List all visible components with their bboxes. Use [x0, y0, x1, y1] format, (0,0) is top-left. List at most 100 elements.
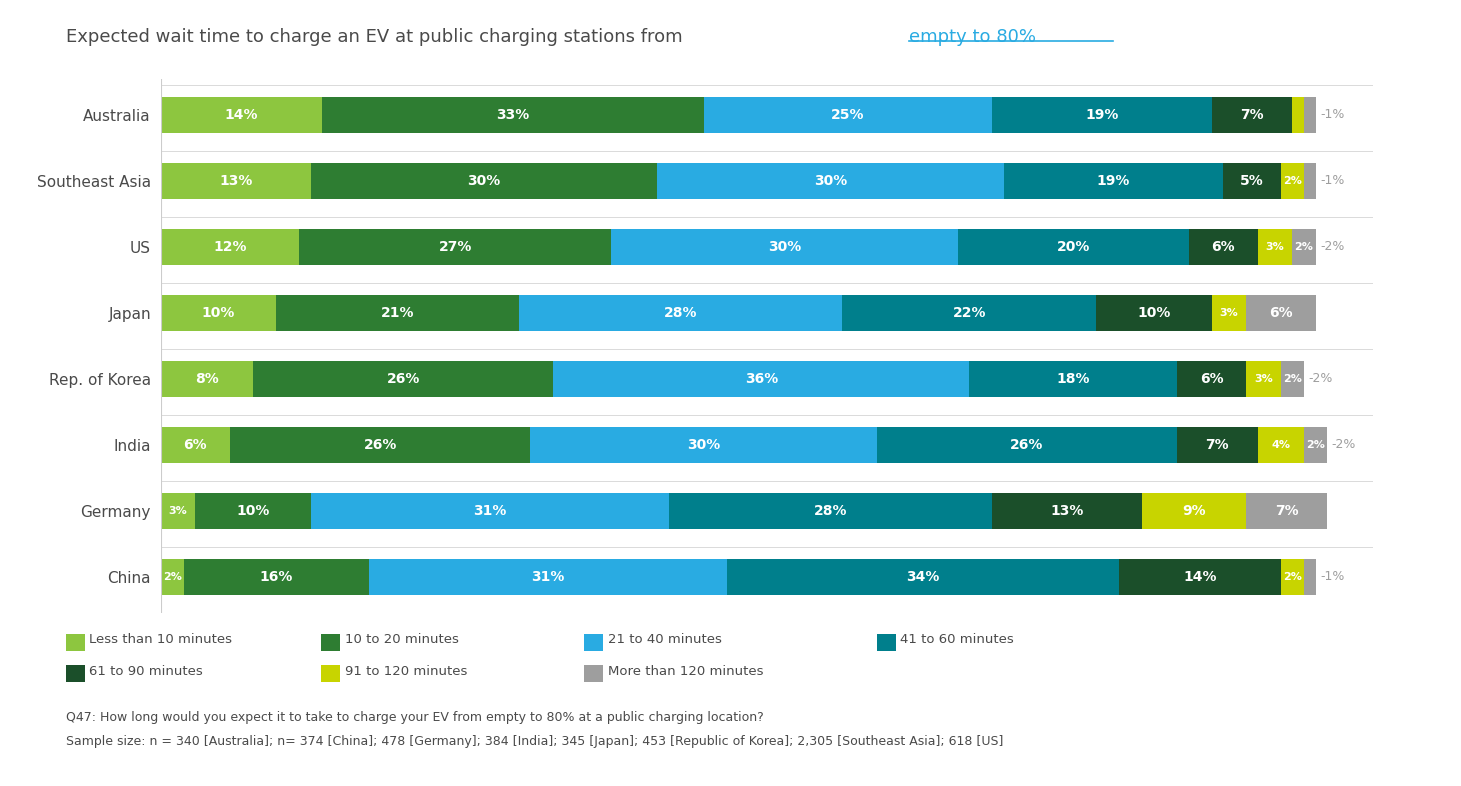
Text: 41 to 60 minutes: 41 to 60 minutes — [900, 634, 1014, 646]
Text: 28%: 28% — [663, 306, 697, 320]
Text: -2%: -2% — [1321, 241, 1344, 253]
Text: 26%: 26% — [1010, 438, 1043, 452]
Text: 33%: 33% — [497, 108, 529, 122]
Bar — [1189, 229, 1258, 265]
Text: 21 to 40 minutes: 21 to 40 minutes — [608, 634, 722, 646]
Text: Expected wait time to charge an EV at public charging stations from: Expected wait time to charge an EV at pu… — [66, 28, 694, 46]
Text: 13%: 13% — [219, 174, 253, 188]
Bar — [992, 97, 1211, 133]
Text: 20%: 20% — [1056, 240, 1090, 254]
Text: 25%: 25% — [831, 108, 865, 122]
Text: 7%: 7% — [1205, 438, 1229, 452]
Bar — [368, 559, 726, 595]
Bar — [1178, 427, 1258, 463]
Bar — [842, 295, 1096, 331]
Text: 6%: 6% — [184, 438, 207, 452]
Bar — [1258, 427, 1305, 463]
Bar — [519, 295, 842, 331]
Text: 91 to 120 minutes: 91 to 120 minutes — [345, 665, 468, 678]
Text: 7%: 7% — [1240, 108, 1264, 122]
Bar — [611, 229, 957, 265]
Text: empty to 80%: empty to 80% — [909, 28, 1036, 46]
Text: 3%: 3% — [1220, 308, 1239, 318]
Text: 30%: 30% — [767, 240, 801, 254]
Text: 22%: 22% — [953, 306, 986, 320]
Text: 28%: 28% — [814, 504, 847, 518]
Bar — [161, 559, 184, 595]
Text: 10%: 10% — [237, 504, 270, 518]
Bar — [1246, 295, 1315, 331]
Bar — [161, 493, 196, 529]
Text: 61 to 90 minutes: 61 to 90 minutes — [89, 665, 203, 678]
Bar — [196, 493, 311, 529]
Bar — [161, 427, 229, 463]
Text: 6%: 6% — [1199, 372, 1223, 386]
Text: -1%: -1% — [1321, 571, 1344, 583]
Bar — [877, 427, 1178, 463]
Text: 10%: 10% — [1137, 306, 1170, 320]
Text: 30%: 30% — [468, 174, 501, 188]
Text: -2%: -2% — [1332, 439, 1356, 451]
Bar — [1119, 559, 1281, 595]
Bar — [1281, 361, 1305, 397]
Bar — [704, 97, 992, 133]
Text: 34%: 34% — [906, 570, 939, 584]
Text: 3%: 3% — [1265, 242, 1284, 252]
Bar — [1305, 163, 1315, 199]
Text: 10 to 20 minutes: 10 to 20 minutes — [345, 634, 459, 646]
Text: 36%: 36% — [745, 372, 777, 386]
Text: 13%: 13% — [1050, 504, 1084, 518]
Bar — [161, 229, 300, 265]
Text: -1%: -1% — [1321, 108, 1344, 121]
Bar — [657, 163, 1004, 199]
Text: Less than 10 minutes: Less than 10 minutes — [89, 634, 232, 646]
Text: 3%: 3% — [1254, 374, 1273, 384]
Bar — [1143, 493, 1246, 529]
Text: 7%: 7% — [1275, 504, 1299, 518]
Bar — [1305, 559, 1315, 595]
Bar — [1223, 163, 1281, 199]
Bar — [1178, 361, 1246, 397]
Bar — [323, 97, 704, 133]
Text: -1%: -1% — [1321, 174, 1344, 187]
Bar — [1258, 229, 1293, 265]
Bar — [1096, 295, 1211, 331]
Text: 30%: 30% — [814, 174, 847, 188]
Text: 2%: 2% — [1294, 242, 1313, 252]
Text: 4%: 4% — [1271, 440, 1290, 450]
Text: 30%: 30% — [687, 438, 720, 452]
Text: 2%: 2% — [1306, 440, 1325, 450]
Bar — [161, 295, 276, 331]
Text: 31%: 31% — [530, 570, 564, 584]
Text: 9%: 9% — [1182, 504, 1207, 518]
Text: 2%: 2% — [1283, 571, 1302, 582]
Bar — [957, 229, 1189, 265]
Text: 6%: 6% — [1211, 240, 1235, 254]
Text: 19%: 19% — [1086, 108, 1119, 122]
Text: 26%: 26% — [387, 372, 419, 386]
Text: 12%: 12% — [213, 240, 247, 254]
Bar — [1293, 97, 1305, 133]
Text: 8%: 8% — [194, 372, 219, 386]
Bar — [1246, 493, 1327, 529]
Text: 10%: 10% — [202, 306, 235, 320]
Text: 16%: 16% — [260, 570, 292, 584]
Text: 2%: 2% — [162, 571, 181, 582]
Bar — [1211, 97, 1293, 133]
Text: 6%: 6% — [1270, 306, 1293, 320]
Text: 21%: 21% — [381, 306, 415, 320]
Bar — [276, 295, 519, 331]
Bar — [1293, 229, 1315, 265]
Text: 27%: 27% — [438, 240, 472, 254]
Bar — [1281, 559, 1305, 595]
Bar — [992, 493, 1143, 529]
Bar — [669, 493, 992, 529]
Text: 3%: 3% — [168, 506, 187, 516]
Bar — [1004, 163, 1223, 199]
Text: 14%: 14% — [225, 108, 259, 122]
Bar — [311, 163, 657, 199]
Text: More than 120 minutes: More than 120 minutes — [608, 665, 763, 678]
Bar — [530, 427, 877, 463]
Bar — [311, 493, 669, 529]
Text: Sample size: n = 340 [Australia]; n= 374 [China]; 478 [Germany]; 384 [India]; 34: Sample size: n = 340 [Australia]; n= 374… — [66, 735, 1004, 748]
